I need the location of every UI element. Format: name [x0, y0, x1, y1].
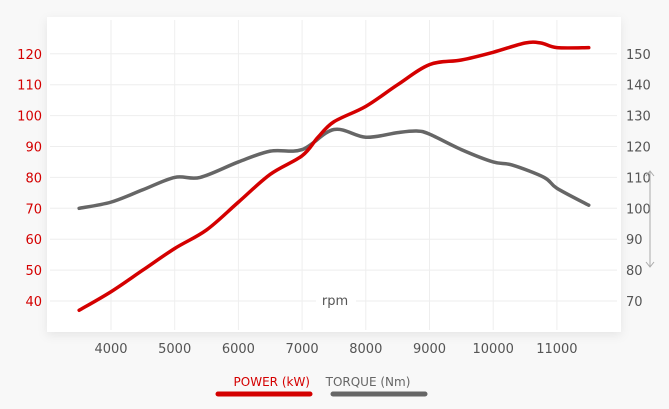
y-left-tick-label: 90: [25, 141, 42, 156]
y-right-tick-label: 120: [626, 141, 651, 156]
y-left-tick-label: 120: [17, 48, 42, 63]
y-right-tick-label: 100: [626, 202, 651, 217]
y-left-tick-label: 110: [17, 79, 42, 94]
y-left-tick-label: 70: [25, 202, 42, 217]
y-right-tick-label: 90: [626, 233, 643, 248]
y-left-tick-label: 50: [25, 264, 42, 279]
y-left-tick-label: 80: [25, 171, 42, 186]
x-tick-label: 10000: [473, 342, 514, 357]
x-tick-label: 8000: [349, 342, 382, 357]
x-tick-label: 6000: [222, 342, 255, 357]
torque-series-line: [77, 127, 591, 211]
legend-label[interactable]: POWER (kW): [234, 375, 310, 389]
x-tick-label: 7000: [286, 342, 319, 357]
x-tick-label: 11000: [536, 342, 577, 357]
x-tick-label: 5000: [158, 342, 191, 357]
y-right-tick-label: 140: [626, 79, 651, 94]
x-tick-label: 4000: [94, 342, 127, 357]
y-right-tick-label: 110: [626, 171, 651, 186]
legend-label[interactable]: TORQUE (Nm): [325, 375, 411, 389]
y-left-tick-label: 60: [25, 233, 42, 248]
y-left-tick-label: 100: [17, 110, 42, 125]
y-left-tick-label: 40: [25, 295, 42, 310]
power-series-line: [77, 40, 591, 313]
y-right-tick-label: 70: [626, 295, 643, 310]
y-right-tick-label: 150: [626, 48, 651, 63]
x-axis-label: rpm: [322, 294, 348, 309]
y-right-tick-label: 130: [626, 110, 651, 125]
y-right-tick-label: 80: [626, 264, 643, 279]
plot-panel: [47, 17, 621, 332]
x-tick-label: 9000: [413, 342, 446, 357]
scroll-arrow-icon: [645, 170, 655, 268]
